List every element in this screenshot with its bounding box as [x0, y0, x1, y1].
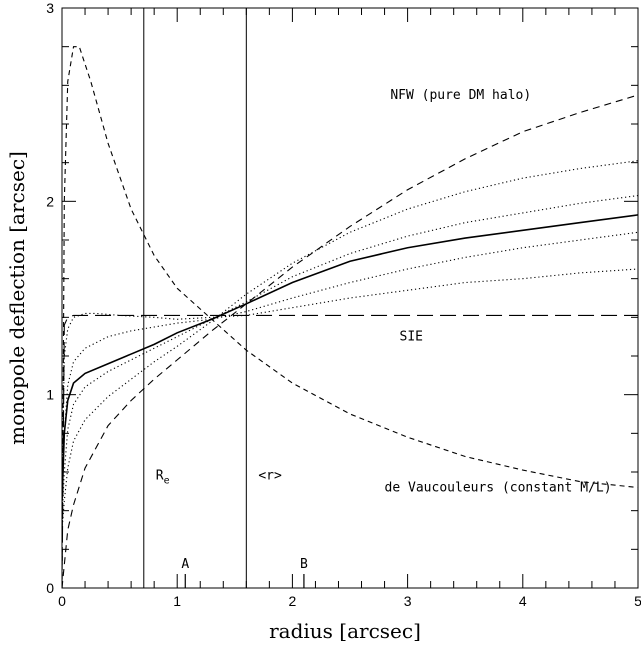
x-tick-label: 1: [173, 593, 181, 609]
x-tick-label: 5: [634, 593, 641, 609]
x-axis-label: radius [arcsec]: [269, 619, 421, 643]
position-marker-label: A: [181, 557, 189, 572]
axis-tick-labels: 0 1 2 3 4 5 0 1 2 3: [46, 0, 641, 609]
y-tick-label: 0: [46, 580, 54, 596]
reference-line-label-subscript: e: [164, 476, 170, 487]
curve-annotation: de Vaucouleurs (constant M/L): [385, 480, 612, 495]
x-tick-label: 4: [519, 593, 527, 609]
y-tick-label: 1: [46, 387, 54, 403]
reference-line-label: <r>: [258, 469, 282, 484]
curve-annotations: NFW (pure DM halo) SIE de Vaucouleurs (con…: [385, 88, 612, 495]
plot-frame: [61, 7, 639, 589]
x-tick-label: 0: [58, 593, 66, 609]
axis-ticks: [61, 7, 639, 589]
x-tick-label: 2: [289, 593, 297, 609]
series-line-dotted: [62, 268, 638, 492]
reference-lines: Re <r>: [143, 8, 282, 588]
series-line-dashed: [62, 94, 638, 588]
curve-annotation: NFW (pure DM halo): [390, 88, 531, 103]
series-line-dotted: [62, 194, 638, 521]
series-line-shortdash: [62, 46, 638, 588]
series-line-longdash: [62, 314, 638, 588]
series-line-dotted: [62, 231, 638, 511]
curves: [62, 46, 638, 588]
y-tick-label: 3: [46, 0, 54, 16]
position-marker-label: B: [300, 557, 308, 572]
reference-line-label: Re: [156, 469, 170, 487]
y-axis-label: monopole deflection [arcsec]: [5, 151, 29, 445]
curve-annotation: SIE: [400, 330, 423, 345]
x-tick-label: 3: [404, 593, 412, 609]
y-tick-label: 2: [46, 193, 54, 209]
series-line-dotted: [62, 160, 638, 531]
series-line-solid: [62, 214, 638, 502]
